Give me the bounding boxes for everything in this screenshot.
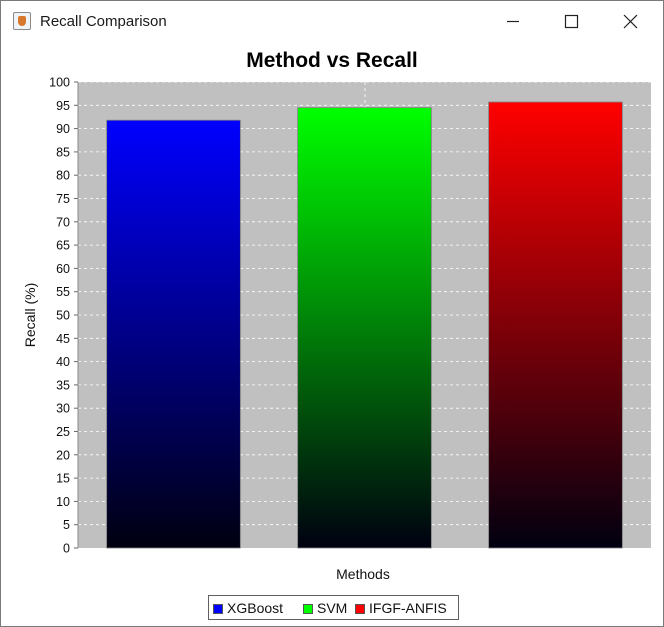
y-tick-label: 30	[56, 402, 70, 416]
chart-legend: XGBoost SVM IFGF-ANFIS	[208, 595, 459, 620]
close-button[interactable]	[607, 1, 653, 42]
bar-svm	[297, 107, 432, 549]
y-tick-label: 25	[56, 425, 70, 439]
y-tick-label: 90	[56, 122, 70, 136]
legend-swatch	[213, 604, 223, 614]
y-tick-label: 75	[56, 192, 70, 206]
chart-title: Method vs Recall	[246, 49, 418, 72]
chart-panel: Method vs Recall 0 5 10 15 20 25 30 35 40 45 50 55 6…	[2, 42, 663, 626]
y-tick-label: 45	[56, 332, 70, 346]
java-app-icon	[13, 12, 31, 30]
x-axis-label: Methods	[336, 566, 390, 582]
minimize-button[interactable]	[490, 1, 536, 42]
bar-chart: Method vs Recall 0 5 10 15 20 25 30 35 40 45 50 55 6…	[22, 49, 651, 582]
y-tick-label: 10	[56, 495, 70, 509]
close-icon	[623, 14, 638, 29]
bars	[106, 101, 623, 549]
bar-ifgf-anfis	[488, 101, 623, 549]
y-tick-label: 15	[56, 472, 70, 486]
y-tick-label: 0	[63, 542, 70, 556]
maximize-icon	[564, 14, 579, 29]
title-bar[interactable]: Recall Comparison	[1, 1, 663, 42]
y-tick-label: 65	[56, 239, 70, 253]
y-axis-ticks: 0 5 10 15 20 25 30 35 40 45 50 55 60 65 70 75 80 85 90 95 10…	[49, 76, 78, 556]
y-tick-label: 85	[56, 145, 70, 159]
window-title: Recall Comparison	[40, 13, 167, 30]
y-tick-label: 95	[56, 99, 70, 113]
y-tick-label: 40	[56, 355, 70, 369]
legend-label: SVM	[317, 600, 348, 616]
legend-swatch	[303, 604, 313, 614]
maximize-button[interactable]	[548, 1, 594, 42]
y-tick-label: 100	[49, 76, 70, 90]
bar-xgboost	[106, 119, 241, 549]
y-tick-label: 50	[56, 309, 70, 323]
y-tick-label: 70	[56, 215, 70, 229]
y-axis-label: Recall (%)	[22, 283, 38, 348]
y-tick-label: 20	[56, 448, 70, 462]
minimize-icon	[507, 20, 519, 23]
y-tick-label: 35	[56, 378, 70, 392]
y-tick-label: 55	[56, 285, 70, 299]
legend-swatch	[355, 604, 365, 614]
y-tick-label: 60	[56, 262, 70, 276]
y-tick-label: 5	[63, 518, 70, 532]
y-tick-label: 80	[56, 169, 70, 183]
legend-label: XGBoost	[227, 600, 284, 616]
legend-label: IFGF-ANFIS	[369, 600, 447, 616]
